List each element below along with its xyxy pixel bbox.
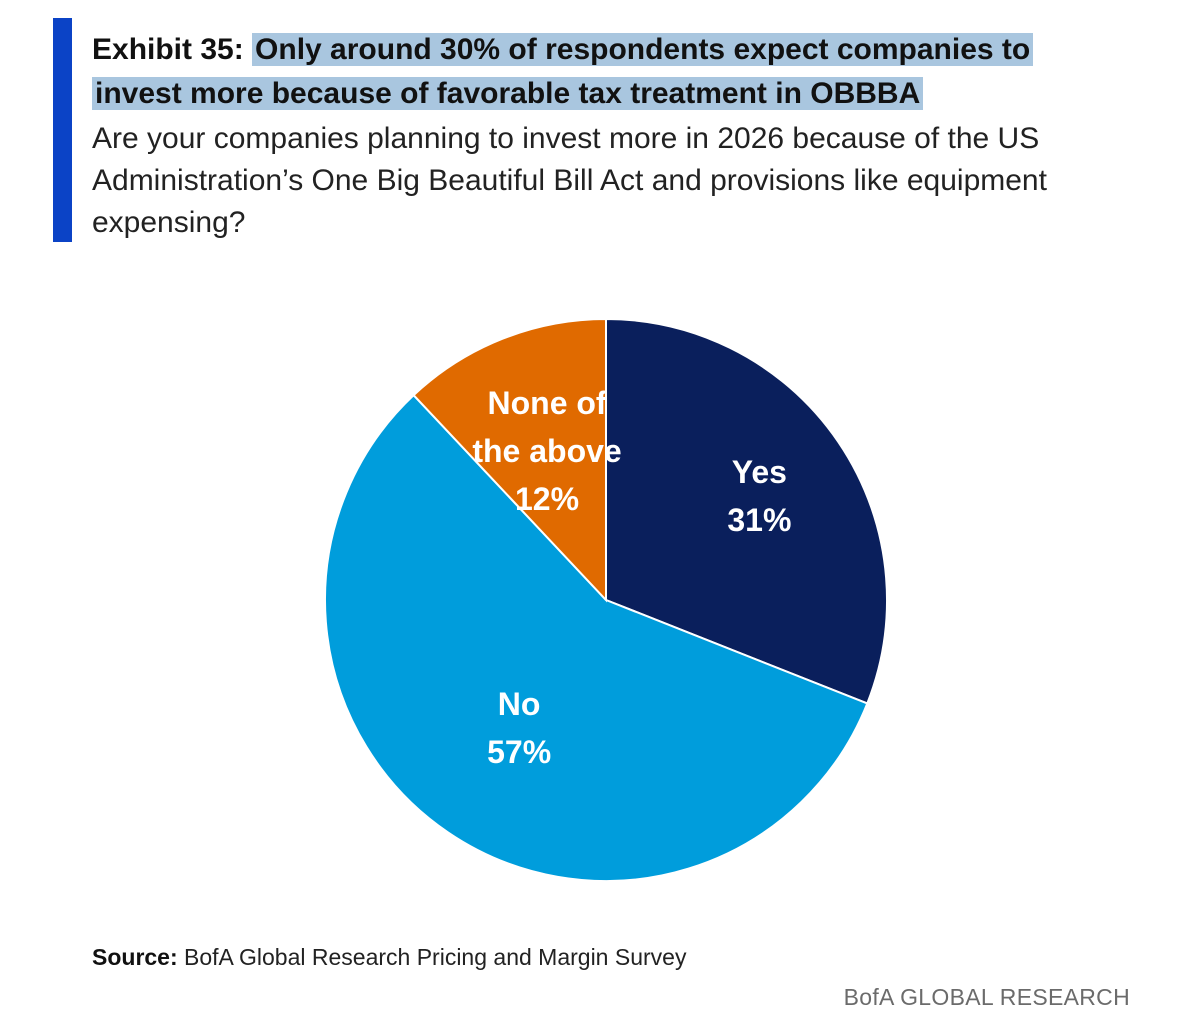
title-highlight-line2: invest more because of favorable tax tre…	[92, 77, 924, 110]
source-note: Source: BofA Global Research Pricing and…	[92, 944, 686, 971]
pie-labels: Yes 31% No 57% None of the above 12%	[472, 385, 791, 770]
source-text: BofA Global Research Pricing and Margin …	[184, 944, 687, 970]
slice-label-no: No 57%	[487, 686, 551, 770]
pie-slice-yes	[605, 317, 888, 705]
exhibit-title: Exhibit 35: Only around 30% of responden…	[92, 28, 1172, 116]
slice-value-label: 12%	[515, 481, 579, 517]
title-highlight-line1: Only around 30% of respondents expect co…	[252, 33, 1034, 66]
brand-logo-text: BofA GLOBAL RESEARCH	[843, 984, 1130, 1010]
slice-label-yes: Yes 31%	[727, 454, 791, 538]
pie-slices	[324, 317, 888, 882]
exhibit-subtitle: Are your companies planning to invest mo…	[92, 122, 1047, 239]
exhibit-header: Exhibit 35: Only around 30% of responden…	[92, 28, 1172, 244]
slice-category-label: No	[498, 686, 541, 722]
source-label: Source:	[92, 944, 178, 970]
slice-label-none-of-the-above: None of the above 12%	[472, 385, 621, 517]
slice-value-label: 31%	[727, 502, 791, 538]
accent-bar	[53, 18, 72, 242]
pie-slice-no	[324, 393, 869, 882]
exhibit-number: Exhibit 35:	[92, 33, 244, 66]
slice-category-label: the above	[472, 433, 621, 469]
slice-value-label: 57%	[487, 734, 551, 770]
pie-slice-none-of-the-above	[412, 317, 607, 603]
slice-category-label: Yes	[732, 454, 787, 490]
slice-category-label: None of	[487, 385, 606, 421]
